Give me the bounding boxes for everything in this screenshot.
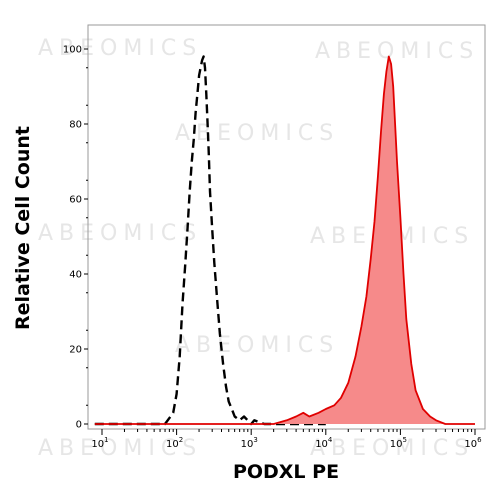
x-tick-label-3: 104 xyxy=(315,436,333,450)
x-tick-label-5: 106 xyxy=(464,436,482,450)
watermark-text: ABEOMICS xyxy=(310,436,474,461)
y-tick-label-0: 0 xyxy=(76,420,82,431)
x-axis-title: PODXL PE xyxy=(233,461,339,483)
y-axis: 0 20 40 60 80 100 xyxy=(63,45,88,431)
series-layer xyxy=(94,55,476,426)
watermark-text: ABEOMICS xyxy=(175,333,339,358)
y-tick-label-4: 80 xyxy=(69,120,82,131)
watermark-text: ABEOMICS xyxy=(175,121,339,146)
series-1-line xyxy=(94,55,475,425)
y-axis-title: Relative Cell Count xyxy=(12,126,34,330)
watermark-text: ABEOMICS xyxy=(38,36,202,61)
watermark-text: ABEOMICS xyxy=(38,221,202,246)
watermark-text: ABEOMICS xyxy=(315,39,479,64)
y-tick-label-5: 100 xyxy=(63,45,82,56)
x-tick-label-1: 102 xyxy=(166,436,183,450)
y-tick-label-2: 40 xyxy=(69,270,82,281)
x-tick-label-0: 101 xyxy=(91,436,108,450)
series-0-line xyxy=(94,55,326,426)
x-axis: 101 102 103 104 105 106 xyxy=(91,429,482,450)
x-tick-label-2: 103 xyxy=(241,436,258,450)
y-tick-label-1: 20 xyxy=(69,345,82,356)
x-tick-label-4: 105 xyxy=(390,436,407,450)
watermark-text: ABEOMICS xyxy=(38,436,202,461)
y-tick-label-3: 60 xyxy=(69,195,82,206)
